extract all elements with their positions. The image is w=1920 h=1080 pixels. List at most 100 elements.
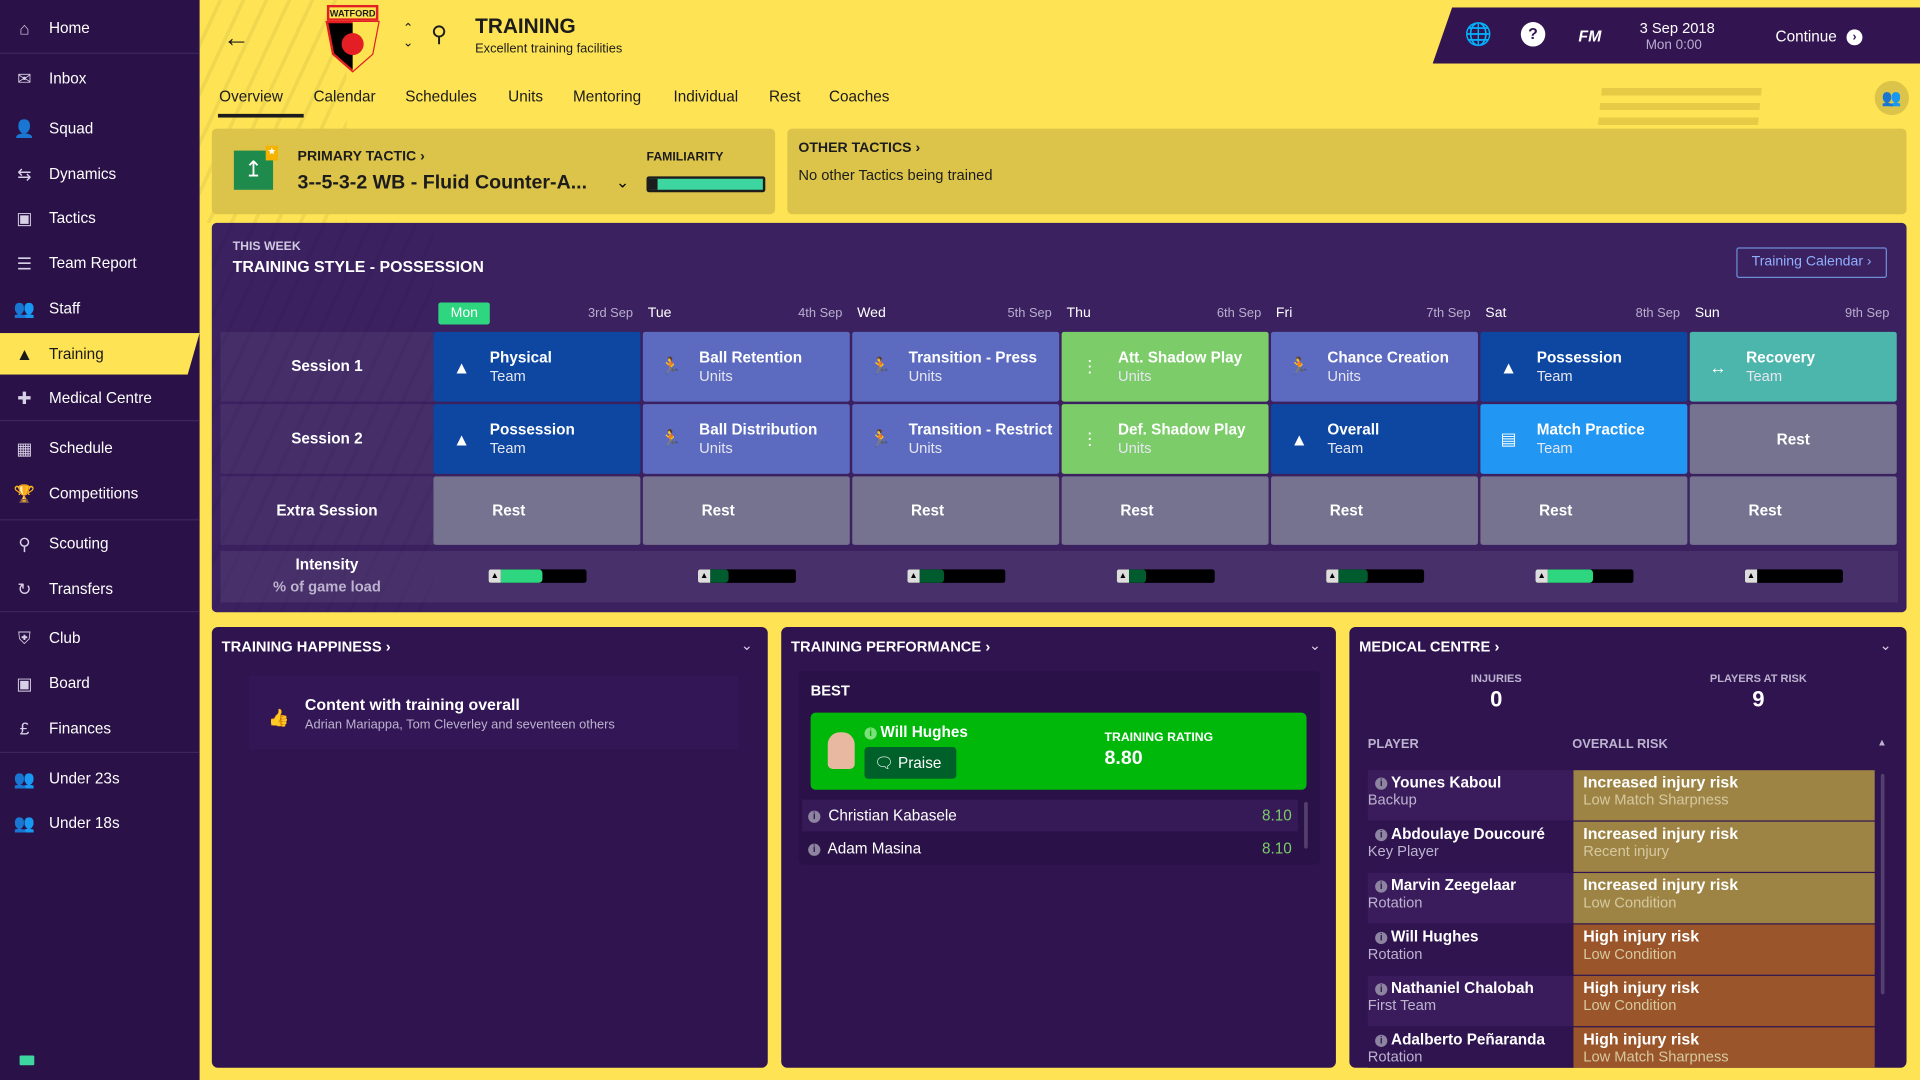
status-icon[interactable]	[19, 1055, 35, 1066]
best-player-card[interactable]: i Will Hughes 🗨 Praise TRAINING RATING 8.…	[810, 712, 1307, 790]
player-name[interactable]: Christian Kabasele	[828, 806, 957, 825]
session-cell[interactable]: ↔ Recovery Team	[1689, 331, 1897, 402]
tab-coaches[interactable]: Coaches	[828, 88, 890, 106]
day-header[interactable]: Thu 6th Sep	[1062, 298, 1269, 329]
primary-tactic-panel[interactable]: ↥ ★ PRIMARY TACTIC › 3--5-3-2 WB - Fluid…	[211, 128, 776, 215]
player-name[interactable]: Marvin Zeegelaar	[1391, 876, 1517, 894]
back-arrow-icon[interactable]: ←	[222, 22, 250, 53]
fm-logo[interactable]: FM	[1578, 26, 1602, 46]
day-header[interactable]: Mon 3rd Sep	[433, 298, 640, 329]
sidebar-item-training[interactable]: ▲ Training	[0, 333, 200, 375]
player-name[interactable]: Younes Kaboul	[1391, 773, 1502, 792]
player-name[interactable]: Adam Masina	[827, 840, 922, 858]
sidebar-item-team-report[interactable]: ☰ Team Report	[0, 242, 200, 284]
sidebar-item-medical-centre[interactable]: ✚ Medical Centre	[0, 377, 200, 419]
search-icon[interactable]: ⚲	[431, 22, 448, 47]
column-header-risk[interactable]: OVERALL RISK	[1572, 737, 1668, 752]
session-cell[interactable]: ⋮ Att. Shadow Play Units	[1061, 331, 1269, 402]
medical-row[interactable]: i Younes Kaboul Backup Increased injury ris…	[1367, 770, 1876, 821]
medical-row[interactable]: i Abdoulaye Doucouré Key Player Increased i…	[1367, 821, 1876, 872]
chevron-down-icon[interactable]: ⌄	[1308, 636, 1322, 654]
scrollbar[interactable]	[1304, 802, 1308, 849]
sidebar-item-under-23s[interactable]: 👥 Under 23s	[0, 758, 200, 800]
training-happiness-title[interactable]: TRAINING HAPPINESS ›	[221, 637, 391, 656]
player-name[interactable]: Adalberto Peñaranda	[1391, 1031, 1545, 1049]
info-icon[interactable]: i	[808, 810, 821, 823]
info-icon[interactable]: i	[1375, 828, 1388, 842]
extra-session-cell[interactable]: Rest	[852, 476, 1060, 545]
other-tactics-panel[interactable]: OTHER TACTICS › No other Tactics being t…	[787, 128, 1907, 215]
scrollbar[interactable]	[1880, 773, 1885, 995]
day-header[interactable]: Fri 7th Sep	[1271, 298, 1478, 329]
sidebar-item-schedule[interactable]: ▦ Schedule	[0, 427, 200, 469]
session-cell[interactable]: ▤ Match Practice Team	[1480, 404, 1688, 474]
info-icon[interactable]: i	[1375, 880, 1388, 893]
sidebar-item-home[interactable]: ⌂ Home	[0, 7, 200, 49]
sidebar-item-dynamics[interactable]: ⇆ Dynamics	[0, 153, 200, 195]
training-calendar-button[interactable]: Training Calendar ›	[1736, 247, 1887, 278]
continue-button[interactable]: Continue ›	[1776, 28, 1863, 45]
info-icon[interactable]: i	[1375, 931, 1388, 945]
medical-row[interactable]: i Will Hughes Rotation High injury risk Low …	[1367, 924, 1876, 975]
primary-tactic-value[interactable]: 3--5-3-2 WB - Fluid Counter-A...	[297, 172, 588, 194]
sidebar-item-squad[interactable]: 👤 Squad	[0, 108, 200, 150]
sort-up-icon[interactable]: ▲	[1877, 737, 1887, 749]
sidebar-item-tactics[interactable]: ▣ Tactics	[0, 197, 200, 239]
session-cell[interactable]: ▲ Overall Team	[1271, 404, 1478, 474]
medical-row[interactable]: i Nathaniel Chalobah First Team High injury…	[1367, 975, 1876, 1027]
extra-session-cell[interactable]: Rest	[1061, 476, 1269, 545]
sidebar-item-staff[interactable]: 👥 Staff	[0, 288, 200, 330]
day-header[interactable]: Tue 4th Sep	[643, 298, 850, 329]
session-cell[interactable]: 🏃 Ball Retention Units	[642, 331, 850, 402]
training-performance-title[interactable]: TRAINING PERFORMANCE ›	[791, 637, 991, 656]
session-cell[interactable]: 🏃 Transition - Restrict Units	[852, 404, 1060, 474]
globe-icon[interactable]: 🌐	[1464, 22, 1492, 47]
tab-overview[interactable]: Overview	[219, 88, 283, 106]
info-icon[interactable]: i	[864, 727, 877, 740]
tab-individual[interactable]: Individual	[673, 88, 739, 106]
session-cell-rest[interactable]: Rest	[1689, 404, 1897, 474]
info-icon[interactable]: i	[1375, 983, 1388, 996]
player-name[interactable]: Abdoulaye Doucouré	[1391, 825, 1545, 843]
player-name[interactable]: Will Hughes	[1391, 928, 1479, 946]
best-player-name[interactable]: Will Hughes	[880, 723, 968, 741]
info-icon[interactable]: i	[1375, 777, 1388, 790]
sidebar-item-club[interactable]: ⛨ Club	[0, 617, 200, 659]
info-icon[interactable]: i	[808, 843, 821, 856]
chevron-down-icon[interactable]: ⌄	[615, 172, 630, 192]
tab-calendar[interactable]: Calendar	[313, 88, 376, 106]
session-cell[interactable]: 🏃 Transition - Press Units	[852, 331, 1060, 402]
sidebar-item-board[interactable]: ▣ Board	[0, 662, 200, 704]
day-header[interactable]: Wed 5th Sep	[852, 298, 1059, 329]
session-cell[interactable]: 🏃 Ball Distribution Units	[642, 404, 850, 474]
sidebar-item-scouting[interactable]: ⚲ Scouting	[0, 523, 200, 565]
sidebar-item-finances[interactable]: £ Finances	[0, 708, 200, 750]
tab-mentoring[interactable]: Mentoring	[573, 88, 642, 106]
tab-schedules[interactable]: Schedules	[405, 88, 477, 106]
session-cell[interactable]: ⋮ Def. Shadow Play Units	[1061, 404, 1269, 474]
player-name[interactable]: Nathaniel Chalobah	[1391, 979, 1534, 997]
info-icon[interactable]: i	[1375, 1034, 1388, 1047]
performance-row[interactable]: i Adam Masina 8.10	[802, 833, 1298, 865]
extra-session-cell[interactable]: Rest	[1689, 476, 1897, 545]
prev-next-arrows[interactable]: ⌃ ⌄	[402, 22, 414, 51]
session-cell[interactable]: ▲ Possession Team	[1480, 331, 1688, 402]
medical-row[interactable]: i Adalberto Peñaranda Rotation High injury …	[1367, 1027, 1876, 1068]
session-cell[interactable]: ▲ Possession Team	[433, 404, 641, 474]
chevron-down-icon[interactable]: ⌄	[1879, 636, 1892, 654]
tab-units[interactable]: Units	[508, 88, 544, 106]
extra-session-cell[interactable]: Rest	[1271, 476, 1478, 545]
extra-session-cell[interactable]: Rest	[642, 476, 850, 545]
performance-row[interactable]: i Christian Kabasele 8.10	[802, 799, 1298, 832]
day-header[interactable]: Sat 8th Sep	[1480, 298, 1687, 329]
medical-centre-title[interactable]: MEDICAL CENTRE ›	[1359, 637, 1500, 656]
column-header-player[interactable]: PLAYER	[1367, 737, 1419, 752]
session-cell[interactable]: ▲ Physical Team	[433, 331, 641, 402]
chevron-down-icon[interactable]: ⌄	[740, 636, 754, 654]
session-cell[interactable]: 🏃 Chance Creation Units	[1271, 331, 1478, 402]
sidebar-item-inbox[interactable]: ✉ Inbox	[0, 58, 200, 100]
sidebar-item-transfers[interactable]: ↻ Transfers	[0, 568, 200, 610]
help-icon[interactable]: ?	[1520, 22, 1546, 47]
extra-session-cell[interactable]: Rest	[1480, 476, 1688, 545]
medical-row[interactable]: i Marvin Zeegelaar Rotation Increased injur…	[1367, 873, 1876, 924]
